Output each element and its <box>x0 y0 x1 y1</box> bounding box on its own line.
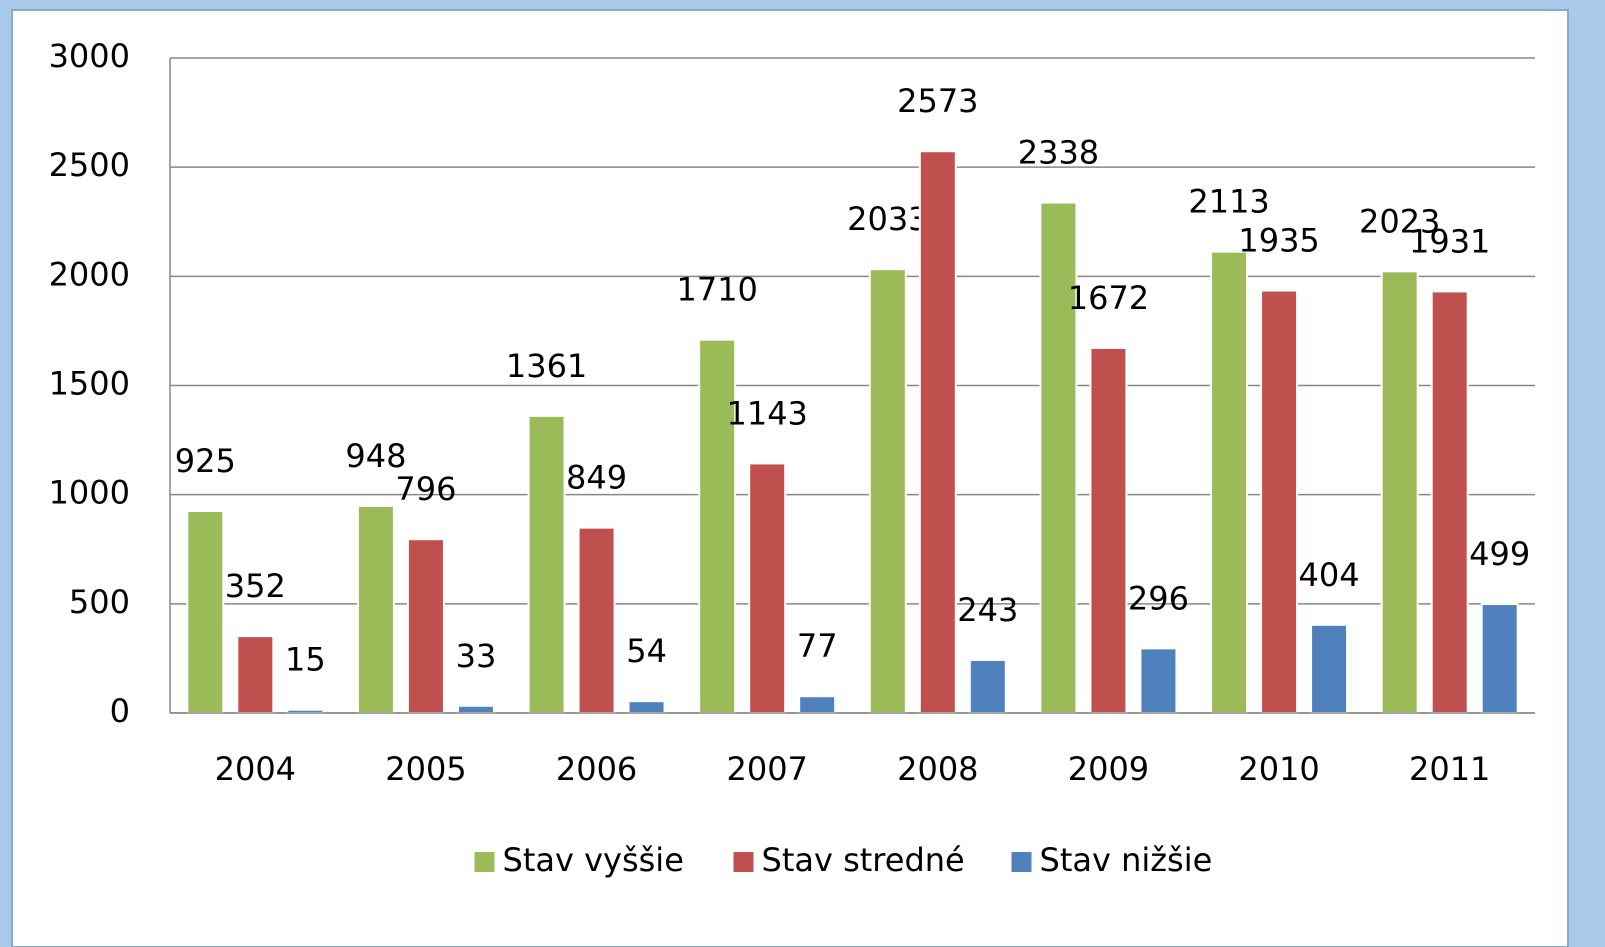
bar <box>1089 346 1128 714</box>
data-label: 1931 <box>1409 222 1490 260</box>
legend-label: Stav nižšie <box>1040 841 1213 879</box>
data-label: 243 <box>957 591 1018 629</box>
data-label: 54 <box>626 632 667 670</box>
bar <box>748 462 787 714</box>
data-label: 1672 <box>1068 279 1149 317</box>
bar <box>1039 201 1078 715</box>
legend-label: Stav stredné <box>762 841 965 879</box>
bar <box>798 695 837 715</box>
data-label: 1361 <box>506 347 587 385</box>
bar <box>868 268 907 714</box>
bar <box>236 635 275 714</box>
y-tick-label: 3000 <box>49 37 130 75</box>
legend-label: Stav vyššie <box>503 841 684 879</box>
x-tick-label: 2004 <box>215 750 296 788</box>
y-tick-label: 2000 <box>49 255 130 293</box>
bar <box>356 505 395 714</box>
bar <box>577 526 616 715</box>
x-tick-label: 2011 <box>1409 750 1490 788</box>
legend-swatch <box>733 852 754 872</box>
bar <box>1310 623 1349 714</box>
data-label: 33 <box>456 637 497 675</box>
bar <box>186 510 225 714</box>
bar <box>1210 250 1249 715</box>
data-label: 948 <box>345 437 406 475</box>
data-label: 2033 <box>847 200 928 238</box>
bar <box>1260 289 1299 714</box>
bar <box>1139 647 1178 715</box>
bar <box>1380 270 1419 714</box>
bar <box>1480 603 1519 715</box>
data-label: 404 <box>1299 556 1360 594</box>
bar <box>406 538 445 714</box>
data-label: 925 <box>175 442 236 480</box>
data-label: 352 <box>225 567 286 605</box>
data-label: 15 <box>285 641 326 679</box>
data-label: 2573 <box>897 82 978 120</box>
data-label: 2113 <box>1188 183 1269 221</box>
legend-swatch <box>1011 852 1032 872</box>
data-label: 499 <box>1469 535 1530 573</box>
y-tick-label: 1000 <box>49 474 130 512</box>
x-tick-label: 2010 <box>1238 750 1319 788</box>
x-tick-label: 2005 <box>385 750 466 788</box>
data-label: 849 <box>566 459 627 497</box>
x-tick-label: 2009 <box>1068 750 1149 788</box>
bar <box>918 150 957 714</box>
y-tick-label: 0 <box>110 692 130 730</box>
data-label: 1143 <box>726 394 807 432</box>
data-label: 1935 <box>1238 222 1319 260</box>
data-label: 2338 <box>1018 134 1099 172</box>
bar <box>968 658 1007 715</box>
data-label: 1710 <box>676 271 757 309</box>
data-label: 296 <box>1128 579 1189 617</box>
bar <box>627 700 666 715</box>
legend-swatch <box>474 852 495 872</box>
data-label: 2023 <box>1359 202 1440 240</box>
chart-area <box>11 9 1569 947</box>
bar <box>1430 290 1469 714</box>
data-label: 796 <box>395 470 456 508</box>
y-tick-label: 500 <box>69 583 130 621</box>
data-label: 77 <box>797 627 838 665</box>
bar <box>527 414 566 714</box>
y-tick-label: 2500 <box>49 146 130 184</box>
x-tick-label: 2006 <box>556 750 637 788</box>
x-tick-label: 2007 <box>726 750 807 788</box>
y-tick-label: 1500 <box>49 365 130 403</box>
bar <box>698 338 737 714</box>
bar <box>456 704 495 714</box>
x-tick-label: 2008 <box>897 750 978 788</box>
